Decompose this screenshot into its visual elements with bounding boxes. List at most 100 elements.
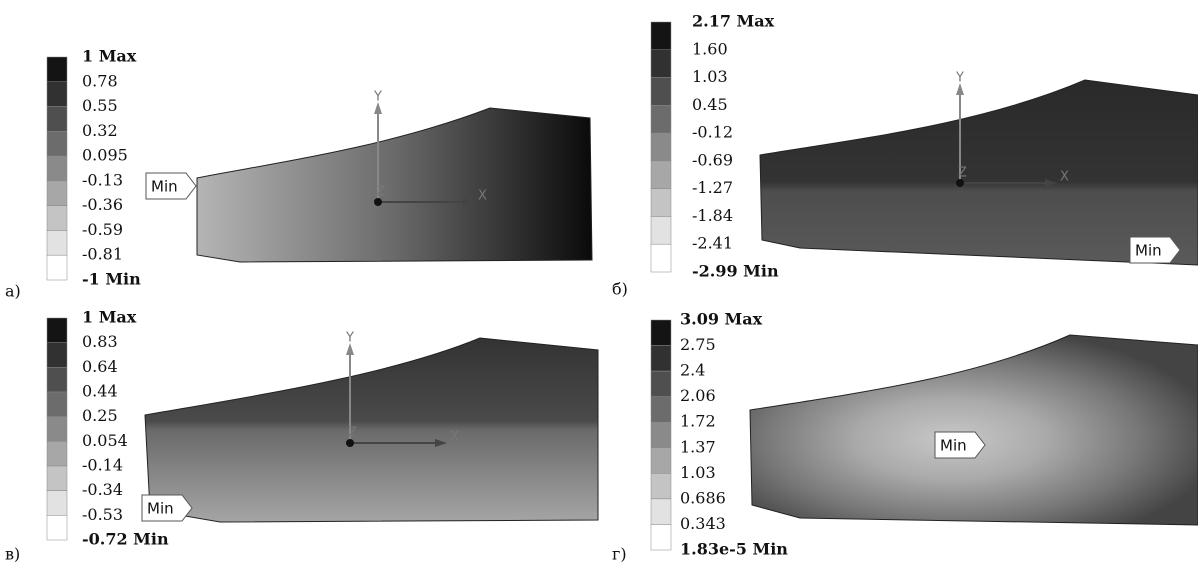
legend-swatch: [47, 441, 67, 466]
legend-swatch: [47, 107, 67, 132]
legend-swatch: [651, 244, 671, 272]
legend-label: 0.054: [82, 431, 128, 450]
legend-label: 0.686: [680, 488, 726, 507]
legend-swatch: [651, 397, 671, 423]
legend-swatch: [47, 466, 67, 491]
legend-label: -0.69: [692, 150, 733, 169]
legend-label: -0.14: [82, 456, 123, 475]
legend-swatch: [651, 22, 671, 50]
legend-label: 1.03: [680, 463, 716, 482]
legend-swatch: [47, 491, 67, 516]
legend-swatch: [47, 230, 67, 255]
axis-z-label: Z: [376, 185, 385, 200]
panel-label: г): [612, 545, 627, 564]
legend-swatch: [47, 343, 67, 368]
legend-swatch: [651, 524, 671, 550]
legend-label: 0.44: [82, 382, 118, 401]
legend-swatch: [47, 392, 67, 417]
min-marker-label: Min: [1135, 242, 1162, 260]
legend-label: -0.59: [82, 220, 123, 239]
legend-swatch: [47, 318, 67, 343]
legend-label: 2.17 Max: [692, 12, 775, 31]
legend-label: 0.32: [82, 121, 118, 140]
min-marker-label: Min: [151, 178, 178, 196]
panel: 2.17 Max 1.60 1.03 0.45 -0.12 -0.69 -1.27 -1.84…: [612, 12, 1198, 299]
legend-swatch: [651, 448, 671, 474]
legend-label: 0.095: [82, 146, 128, 165]
legend-label: -0.12: [692, 123, 733, 142]
legend-swatch: [47, 131, 67, 156]
legend-label: 1 Max: [82, 47, 137, 66]
legend-label: 0.45: [692, 95, 728, 114]
model-surface: [197, 108, 592, 262]
legend-swatch: [651, 105, 671, 133]
legend-swatch: [47, 156, 67, 181]
axis-y-label: Y: [345, 331, 354, 346]
legend-swatch: [651, 161, 671, 189]
legend-swatch: [47, 57, 67, 82]
axis-x-label: X: [450, 430, 459, 445]
min-marker-label: Min: [147, 500, 174, 518]
legend-label: -1.27: [692, 178, 733, 197]
legend-swatch: [651, 422, 671, 448]
legend-label: -0.36: [82, 195, 123, 214]
legend-label: 2.06: [680, 386, 716, 405]
legend-label: 1.72: [680, 412, 716, 431]
legend-label: -0.53: [82, 505, 123, 524]
legend-label: -1.84: [692, 206, 733, 225]
legend-swatch: [651, 216, 671, 244]
axis-x-label: X: [478, 189, 487, 204]
legend-label: 1.83e-5 Min: [680, 540, 788, 559]
legend-swatch: [47, 367, 67, 392]
min-marker-label: Min: [940, 437, 967, 455]
legend-swatch: [47, 206, 67, 231]
legend-label: -0.13: [82, 170, 123, 189]
legend-swatch: [651, 371, 671, 397]
legend-label: 1.60: [692, 39, 728, 58]
legend-swatch: [47, 515, 67, 540]
legend-label: 3.09 Max: [680, 310, 763, 329]
axis-y-label: Y: [373, 90, 382, 105]
legend-swatch: [651, 78, 671, 106]
model-surface: [750, 335, 1198, 525]
legend-label: 2.75: [680, 335, 716, 354]
legend-label: -0.81: [82, 245, 123, 264]
legend-label: 1.37: [680, 437, 716, 456]
legend-label: -0.72 Min: [82, 530, 169, 549]
legend-swatch: [47, 417, 67, 442]
legend-swatch: [651, 133, 671, 161]
axis-z-label: Z: [348, 426, 357, 441]
panel: 1 Max 0.78 0.55 0.32 0.095 -0.13 -0.36 -0.59 -0.…: [5, 47, 592, 301]
panel-label: а): [5, 282, 21, 301]
axis-x-label: X: [1060, 170, 1069, 185]
legend-swatch: [651, 50, 671, 78]
figure: 1 Max 0.78 0.55 0.32 0.095 -0.13 -0.36 -0.59 -0.…: [0, 0, 1198, 564]
legend-label: 1.03: [692, 67, 728, 86]
panel: 1 Max 0.83 0.64 0.44 0.25 0.054 -0.14 -0.34 -0.5…: [5, 308, 598, 564]
legend-swatch: [47, 181, 67, 206]
legend-label: 2.4: [680, 361, 705, 380]
legend-label: 0.78: [82, 71, 118, 90]
panel: 3.09 Max 2.75 2.4 2.06 1.72 1.37 1.03 0.686 0.34…: [612, 310, 1198, 564]
legend-label: -1 Min: [82, 270, 141, 289]
legend-label: 0.55: [82, 96, 118, 115]
legend-label: -0.34: [82, 480, 123, 499]
axis-z-label: Z: [958, 166, 967, 181]
legend-label: 1 Max: [82, 308, 137, 327]
legend-swatch: [651, 346, 671, 372]
panel-label: в): [5, 545, 20, 564]
legend-swatch: [651, 499, 671, 525]
model-surface: [145, 338, 598, 522]
legend-label: 0.343: [680, 514, 726, 533]
panel-label: б): [612, 280, 628, 299]
legend-swatch: [651, 189, 671, 217]
legend-swatch: [47, 82, 67, 107]
legend-label: -2.41: [692, 234, 733, 253]
legend-label: -2.99 Min: [692, 262, 779, 281]
legend-swatch: [651, 320, 671, 346]
legend-label: 0.25: [82, 406, 118, 425]
legend-label: 0.83: [82, 332, 118, 351]
legend-label: 0.64: [82, 357, 118, 376]
legend-swatch: [47, 255, 67, 280]
legend-swatch: [651, 473, 671, 499]
